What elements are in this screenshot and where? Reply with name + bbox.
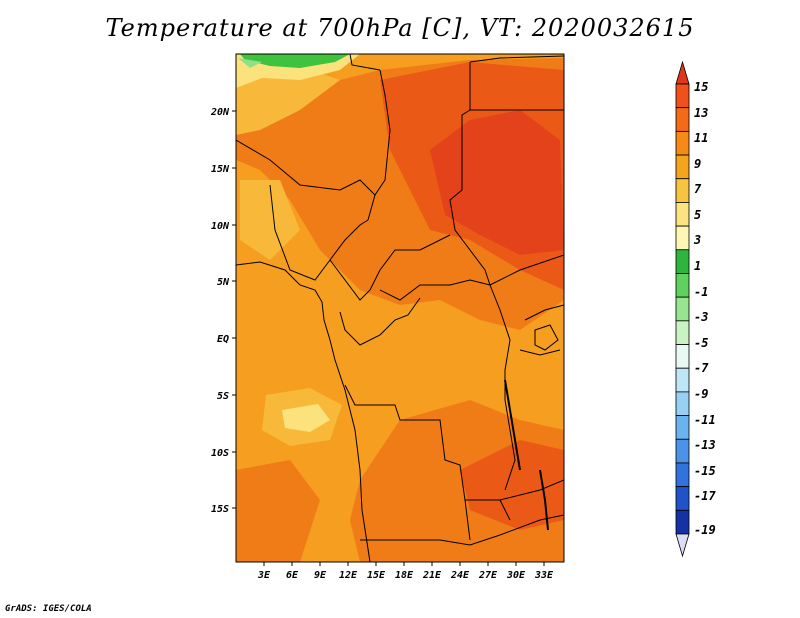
colorbar-label: 13: [694, 106, 708, 120]
colorbar-top-arrow: [675, 60, 690, 85]
colorbar-swatch: [675, 107, 690, 132]
lake-tanganyika: [504, 379, 521, 471]
colorbar-label: 15: [694, 80, 708, 94]
border-east-lakes: [519, 304, 564, 356]
colorbar-swatch: [675, 296, 690, 322]
temperature-field: [236, 54, 564, 562]
border-cameroon: [329, 234, 451, 301]
latitude-axis: 20N 15N 10N 5N EQ 5S 10S 15S: [210, 107, 236, 515]
colorbar-label: -13: [694, 438, 716, 452]
lat-tick-label: EQ: [217, 334, 229, 345]
map-title: Temperature at 700hPa [C], VT: 202003261…: [105, 14, 695, 42]
colorbar-label: -5: [694, 336, 708, 350]
colorbar-swatch: [675, 130, 690, 156]
colorbar-label: -17: [694, 489, 716, 503]
border-west-africa: [236, 139, 376, 196]
grads-credit: GrADS: IGES/COLA: [5, 604, 92, 614]
lon-tick-label: 27E: [478, 570, 498, 581]
colorbar-swatch: [675, 438, 690, 464]
longitude-axis: 3E 6E 9E 12E 15E 18E 21E 24E 27E 30E 33E: [257, 562, 554, 581]
lon-tick-label: 33E: [534, 570, 554, 581]
lon-tick-label: 30E: [506, 570, 526, 581]
lon-tick-label: 24E: [450, 570, 470, 581]
lat-tick-label: 20N: [210, 107, 230, 118]
border-angola-namibia: [360, 514, 564, 546]
colorbar-swatch: [675, 83, 690, 109]
border-nigeria: [269, 184, 369, 281]
colorbar-bottom-arrow: [675, 533, 690, 558]
border-car: [379, 279, 491, 301]
colorbar-label: -15: [694, 464, 716, 478]
colorbar-label: 3: [693, 233, 701, 247]
colorbar-label: 7: [694, 182, 702, 196]
country-borders: [236, 54, 564, 562]
colorbar-labels: 15 13 11 9 7 5 3 1 -1 -3 -5 -7 -9 -11 -1…: [693, 80, 716, 537]
lat-tick-label: 10S: [211, 448, 229, 459]
colorbar-swatch: [675, 462, 690, 488]
border-angola: [344, 384, 511, 521]
colorbar: 15 13 11 9 7 5 3 1 -1 -3 -5 -7 -9 -11 -1…: [675, 60, 716, 558]
map-frame: [235, 53, 565, 563]
colorbar-swatches: [675, 60, 690, 558]
colorbar-label: -11: [694, 413, 716, 427]
border-congo-drc: [339, 297, 421, 346]
colorbar-label: 5: [694, 208, 701, 222]
colorbar-swatch: [675, 415, 690, 440]
colorbar-swatch: [675, 202, 690, 227]
field-dark-orange-sw: [236, 460, 320, 562]
border-north-top: [349, 54, 564, 71]
colorbar-label: -1: [694, 285, 708, 299]
field-light-orange-north: [236, 66, 340, 135]
colorbar-swatch: [675, 344, 690, 369]
colorbar-swatch: [675, 154, 690, 180]
field-light-orange-west: [240, 180, 300, 260]
lat-tick-label: 15S: [211, 504, 229, 515]
lat-tick-label: 5N: [217, 277, 230, 288]
colorbar-label: -9: [694, 387, 708, 401]
lake-victoria: [534, 324, 559, 351]
colorbar-label: -7: [694, 361, 709, 375]
colorbar-swatch: [675, 486, 690, 511]
border-chad-sudan: [449, 62, 491, 286]
lat-tick-label: 15N: [211, 164, 230, 175]
field-cold-green: [240, 54, 350, 68]
colorbar-swatch: [675, 249, 690, 274]
colorbar-swatch: [675, 391, 690, 416]
colorbar-swatch: [675, 367, 690, 393]
lon-tick-label: 12E: [339, 570, 358, 581]
colorbar-label: 1: [694, 259, 701, 273]
colorbar-swatch: [675, 273, 690, 298]
colorbar-swatch: [675, 178, 690, 203]
colorbar-label: -3: [694, 310, 708, 324]
colorbar-label: -19: [694, 523, 716, 537]
border-zambia: [464, 479, 564, 541]
border-libya-niger-chad: [367, 69, 391, 221]
coastline-gulf-of-guinea: [236, 261, 371, 562]
colorbar-swatch: [675, 320, 690, 345]
colorbar-swatch: [675, 225, 690, 251]
lake-malawi: [539, 469, 549, 531]
lon-tick-label: 6E: [286, 570, 299, 581]
lon-tick-label: 18E: [395, 570, 414, 581]
colorbar-label: 11: [694, 131, 708, 145]
colorbar-swatch: [675, 509, 690, 535]
lon-tick-label: 15E: [367, 570, 386, 581]
lat-tick-label: 5S: [217, 391, 229, 402]
lat-tick-label: 10N: [211, 221, 230, 232]
lon-tick-label: 3E: [257, 570, 271, 581]
border-sudan-south: [489, 254, 564, 286]
field-pale-yellow-patch: [282, 404, 330, 432]
field-light-green: [238, 58, 262, 68]
lon-tick-label: 9E: [314, 570, 327, 581]
colorbar-label: 9: [694, 157, 701, 171]
field-red-core: [430, 110, 564, 255]
lon-tick-label: 21E: [422, 570, 442, 581]
field-red-orange-se: [460, 440, 564, 530]
